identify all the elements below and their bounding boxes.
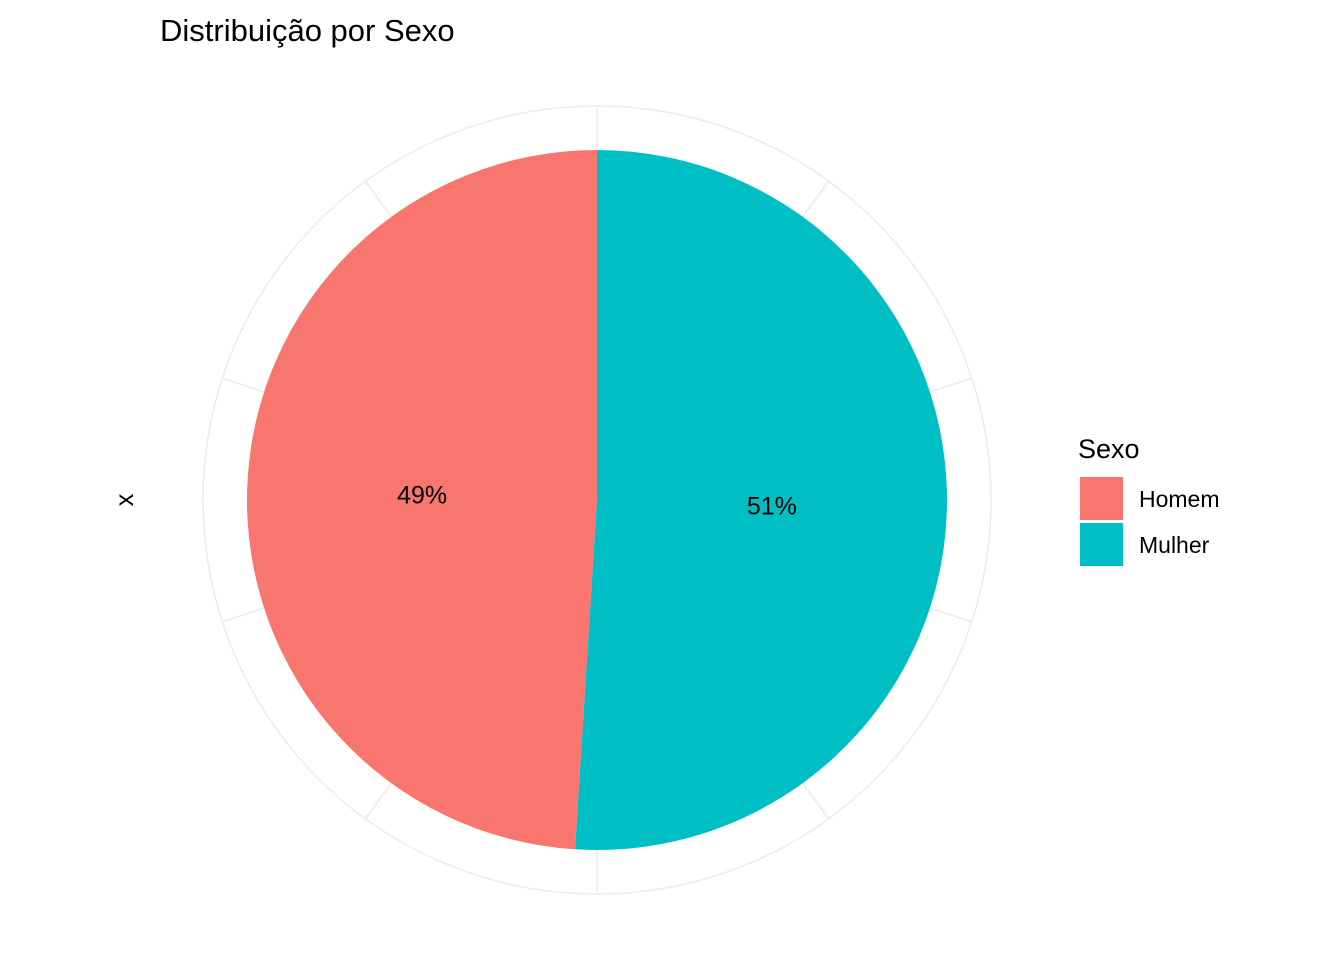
legend-label-homem: Homem xyxy=(1139,486,1220,512)
legend-key-mulher xyxy=(1080,523,1123,566)
legend-label-mulher: Mulher xyxy=(1139,532,1210,558)
data-label-mulher: 51% xyxy=(747,492,797,520)
grid-spoke xyxy=(929,607,972,623)
grid-spoke xyxy=(802,782,830,820)
grid-spoke xyxy=(222,607,265,623)
grid-spoke xyxy=(364,782,392,820)
pie-slice-mulher xyxy=(575,150,948,851)
grid-spoke xyxy=(222,377,265,393)
legend-items: Homem Mulher xyxy=(1080,477,1220,566)
legend-title: Sexo xyxy=(1078,434,1140,464)
chart-title: Distribuição por Sexo xyxy=(160,13,455,48)
y-axis-label: x xyxy=(111,493,139,506)
data-label-homem: 49% xyxy=(397,482,447,510)
grid-spoke xyxy=(364,180,392,218)
polar-grid xyxy=(202,105,992,895)
grid-spoke xyxy=(802,180,830,218)
pie-slice-homem xyxy=(247,150,598,850)
pie-slices xyxy=(247,150,948,851)
grid-spoke xyxy=(929,377,972,393)
legend-key-homem xyxy=(1080,477,1123,520)
pie-data-labels: 51% 49% xyxy=(397,482,797,521)
legend: Sexo Homem Mulher xyxy=(1078,434,1220,566)
